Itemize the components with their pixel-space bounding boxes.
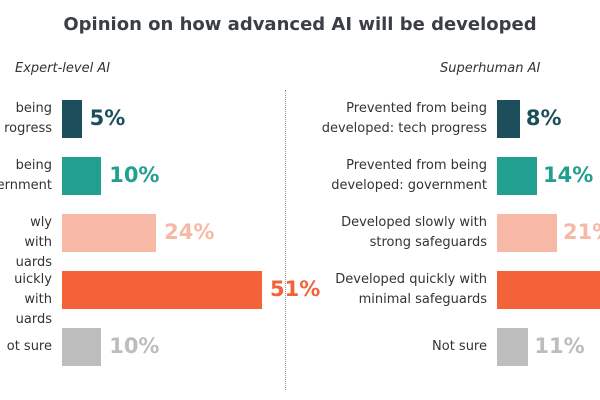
panel-label-superhuman: Superhuman AI [440,61,541,76]
bar-expert-0 [62,100,82,138]
bar-superhuman-0 [497,100,520,138]
category-label-superhuman-4: Not sure [432,339,487,354]
category-label-superhuman-0: Prevented from being developed: tech pro… [321,101,487,136]
category-label-expert-3: uickly with uards [14,272,52,327]
bar-superhuman-4 [497,328,529,366]
value-label-superhuman-1: 14% [543,163,594,187]
value-label-superhuman-2: 21% [563,220,600,244]
bar-expert-4 [62,328,102,366]
value-label-expert-4: 10% [109,334,160,358]
category-label-expert-4: ot sure [6,339,52,354]
chart-title: Opinion on how advanced AI will be devel… [63,14,537,35]
bar-superhuman-2 [497,214,557,252]
category-label-expert-2: wly with uards [15,215,52,270]
category-label-superhuman-2: Developed slowly with strong safeguards [341,215,487,250]
bar-expert-1 [62,157,102,195]
value-label-expert-2: 24% [164,220,215,244]
value-label-expert-0: 5% [89,106,126,130]
panel-label-expert: Expert-level AI [15,61,111,76]
category-label-superhuman-3: Developed quickly with minimal safeguard… [335,272,487,307]
category-label-superhuman-1: Prevented from being developed: governme… [331,158,487,193]
value-label-superhuman-4: 11% [534,334,585,358]
category-label-expert-0: being rogress [4,101,52,136]
bar-superhuman-1 [497,157,537,195]
value-label-expert-3: 51% [270,277,321,301]
category-label-expert-1: being overnment [0,158,52,193]
panel-divider [285,90,286,390]
value-label-expert-1: 10% [109,163,160,187]
bar-expert-3 [62,271,262,309]
bar-superhuman-3 [497,271,600,309]
value-label-superhuman-0: 8% [525,106,562,130]
bar-expert-2 [62,214,157,252]
